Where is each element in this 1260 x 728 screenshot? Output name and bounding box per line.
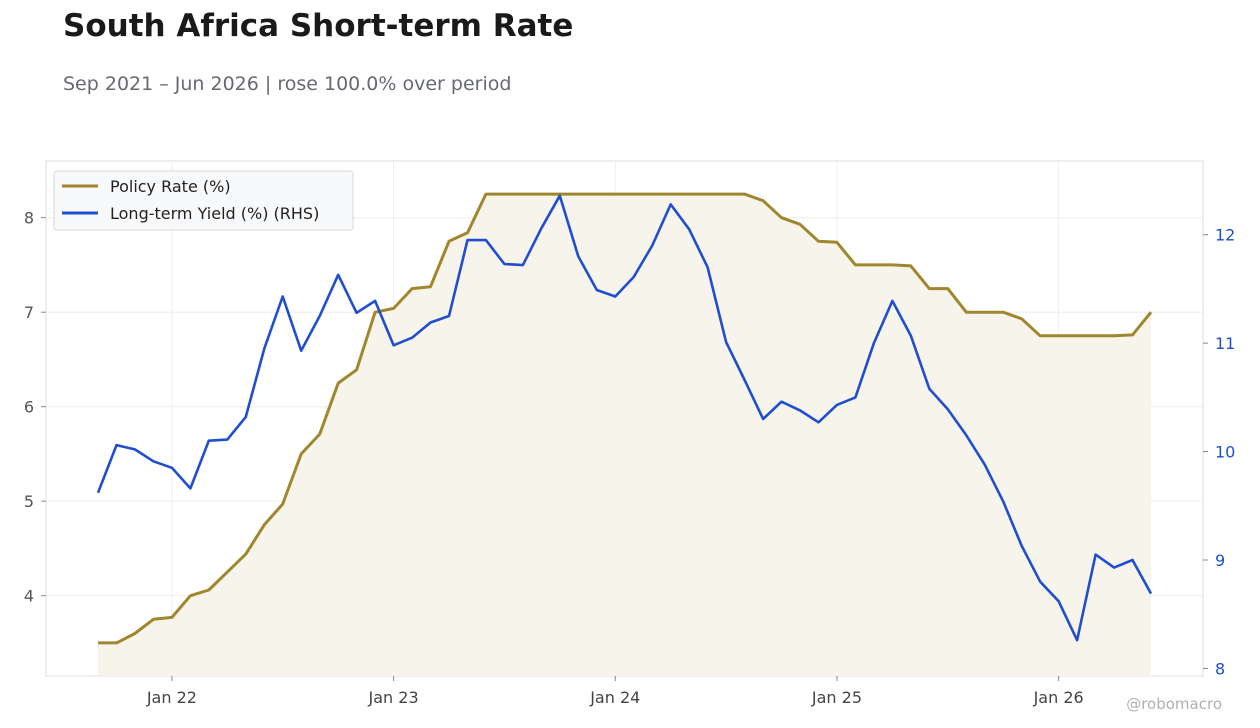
- series-lines: [96, 192, 1153, 645]
- legend-label-policy-rate: Policy Rate (%): [110, 177, 231, 196]
- watermark: @robomacro: [1126, 695, 1222, 713]
- y-left-tick-label: 5: [24, 492, 34, 511]
- area-fill-policy-rate: [98, 194, 1151, 676]
- legend: Policy Rate (%) Long-term Yield (%) (RHS…: [53, 170, 354, 231]
- x-tick-label: Jan 26: [1033, 688, 1084, 707]
- y-right-tick-label: 12: [1215, 226, 1235, 245]
- chart-title: South Africa Short-term Rate: [63, 8, 574, 44]
- legend-box: [53, 170, 354, 231]
- y-left-tick-label: 8: [24, 209, 34, 228]
- y-right-tick-label: 9: [1215, 551, 1225, 570]
- x-tick-label: Jan 23: [368, 688, 419, 707]
- x-tick-label: Jan 24: [589, 688, 640, 707]
- chart-subtitle: Sep 2021 – Jun 2026 | rose 100.0% over p…: [63, 73, 512, 95]
- y-left-tick-label: 7: [24, 303, 34, 322]
- y-right-tick-label: 10: [1215, 443, 1235, 462]
- x-tick-label: Jan 25: [811, 688, 862, 707]
- series-line-policy-rate: [98, 192, 1153, 645]
- axis-ticks: 4 5 6 7 8 8 9 10 11 12 Jan 22 Jan 23 Jan 24 Jan 25 Jan…: [24, 209, 1236, 707]
- y-left-tick-label: 6: [24, 398, 34, 417]
- y-left-tick-label: 4: [24, 587, 34, 606]
- legend-label-long-term-yield: Long-term Yield (%) (RHS): [110, 204, 319, 223]
- x-tick-label: Jan 22: [146, 688, 197, 707]
- y-right-tick-label: 8: [1215, 659, 1225, 678]
- series-line-long-term-yield: [96, 194, 1153, 642]
- y-right-tick-label: 11: [1215, 334, 1235, 353]
- policy-rate-area: [98, 194, 1151, 676]
